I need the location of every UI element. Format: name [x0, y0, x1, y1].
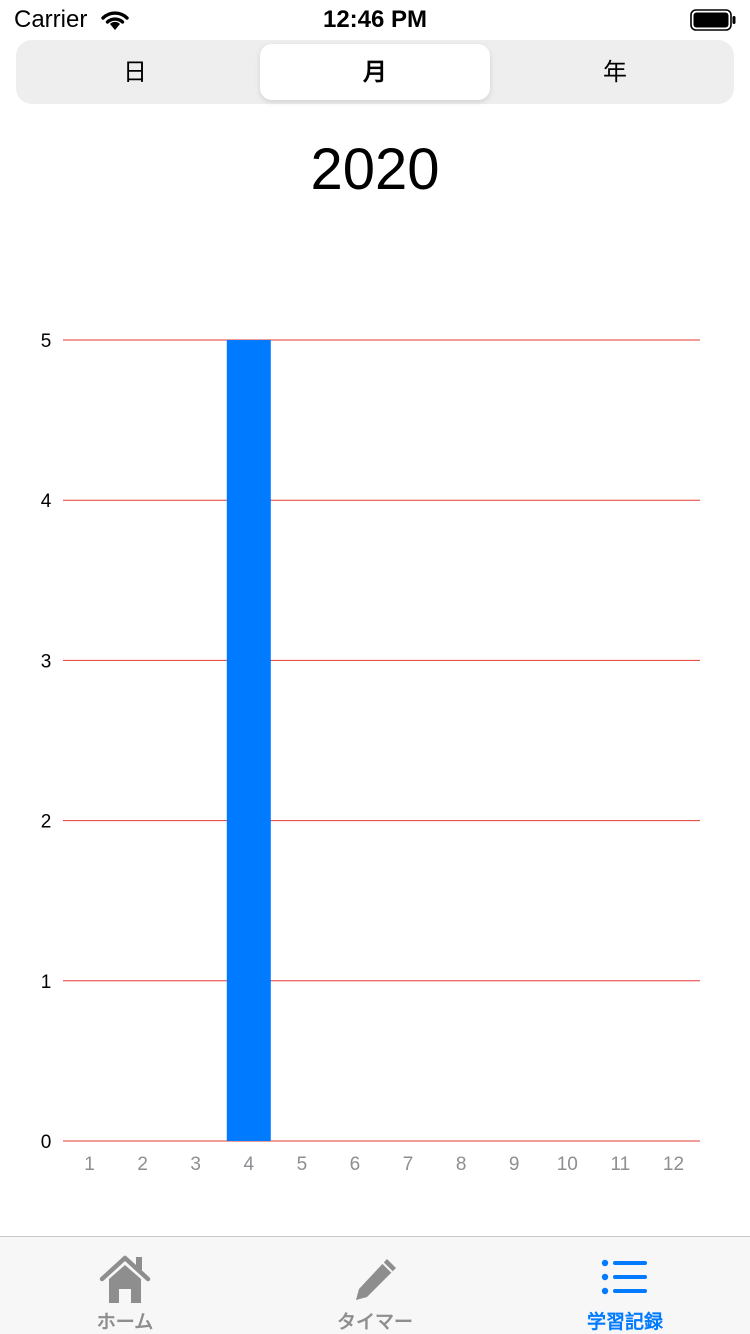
y-tick-label: 4: [41, 491, 52, 512]
tab-timer[interactable]: タイマー: [250, 1237, 500, 1334]
carrier-label: Carrier: [14, 6, 88, 33]
tab-home[interactable]: ホーム: [0, 1237, 250, 1334]
y-tick-label: 2: [41, 812, 52, 833]
x-tick-label: 8: [456, 1154, 467, 1175]
tab-bar: ホーム タイマー 学習記録: [0, 1236, 750, 1334]
home-icon: [99, 1255, 151, 1303]
battery-icon: [690, 9, 736, 31]
y-tick-label: 1: [41, 972, 52, 993]
segment-month[interactable]: 月: [260, 44, 490, 100]
x-tick-label: 7: [403, 1154, 414, 1175]
x-tick-label: 4: [244, 1154, 255, 1175]
status-time: 12:46 PM: [322, 6, 428, 33]
year-title: 2020: [310, 137, 440, 202]
x-tick-label: 5: [297, 1154, 308, 1175]
y-tick-label: 3: [41, 651, 52, 672]
x-tick-label: 2: [137, 1154, 148, 1175]
x-tick-label: 10: [557, 1154, 578, 1175]
x-tick-label: 1: [84, 1154, 95, 1175]
tab-study-record-label: 学習記録: [586, 1311, 663, 1333]
tab-study-record[interactable]: 学習記録: [500, 1237, 750, 1334]
segment-day[interactable]: 日: [123, 58, 147, 86]
period-segmented-control: 日 月 年: [16, 40, 734, 104]
status-bar: Carrier 12:46 PM: [0, 0, 750, 40]
x-tick-label: 12: [663, 1154, 684, 1175]
x-tick-label: 11: [611, 1154, 631, 1175]
x-tick-label: 6: [350, 1154, 361, 1175]
bar-month-4: [226, 340, 271, 1141]
list-icon: [601, 1259, 647, 1295]
x-tick-label: 9: [509, 1154, 520, 1175]
y-tick-label: 0: [41, 1132, 52, 1153]
x-tick-label: 3: [190, 1154, 201, 1175]
segment-year[interactable]: 年: [603, 58, 627, 86]
wifi-icon: [101, 11, 129, 30]
tab-home-label: ホーム: [96, 1311, 154, 1333]
y-tick-label: 5: [41, 331, 52, 352]
pencil-icon: [356, 1259, 396, 1300]
tab-timer-label: タイマー: [336, 1311, 413, 1333]
